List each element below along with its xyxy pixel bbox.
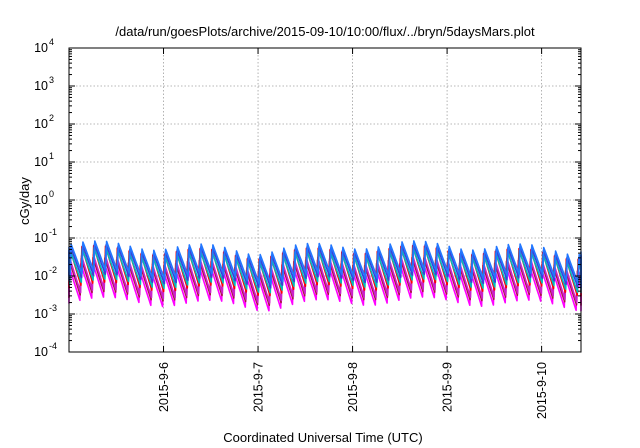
y-tick-exponent: 3 <box>49 75 54 85</box>
x-tick-label: 2015-9-7 <box>252 362 266 412</box>
x-tick-label: 2015-9-8 <box>346 362 360 412</box>
y-tick-label: 10 <box>34 193 48 207</box>
y-tick-label: 10 <box>34 155 48 169</box>
grid <box>69 48 581 352</box>
y-tick-exponent: -1 <box>49 227 57 237</box>
y-tick-exponent: 0 <box>49 189 54 199</box>
y-tick-exponent: 4 <box>49 37 54 47</box>
x-tick-label: 2015-9-9 <box>441 362 455 412</box>
y-tick-exponent: -4 <box>49 341 57 351</box>
x-axis-label: Coordinated Universal Time (UTC) <box>223 430 422 445</box>
y-axis-label: cGy/day <box>17 177 32 225</box>
x-axis: 2015-9-6 2015-9-7 2015-9-8 2015-9-9 2015-9-1… <box>157 48 549 419</box>
y-tick-label: 10 <box>34 269 48 283</box>
y-tick-exponent: -3 <box>49 303 57 313</box>
y-tick-label: 10 <box>34 345 48 359</box>
y-tick-label: 10 <box>34 231 48 245</box>
plot-area <box>68 240 582 312</box>
y-tick-label: 10 <box>34 117 48 131</box>
series-line <box>68 240 582 285</box>
y-tick-label: 10 <box>34 307 48 321</box>
x-tick-label: 2015-9-10 <box>535 362 549 419</box>
y-tick-label: 10 <box>34 79 48 93</box>
y-tick-exponent: 2 <box>49 113 54 123</box>
y-tick-label: 10 <box>34 41 48 55</box>
x-tick-label: 2015-9-6 <box>157 362 171 412</box>
y-tick-exponent: 1 <box>49 151 54 161</box>
y-tick-exponent: -2 <box>49 265 57 275</box>
chart-title: /data/run/goesPlots/archive/2015-09-10/1… <box>115 24 535 39</box>
